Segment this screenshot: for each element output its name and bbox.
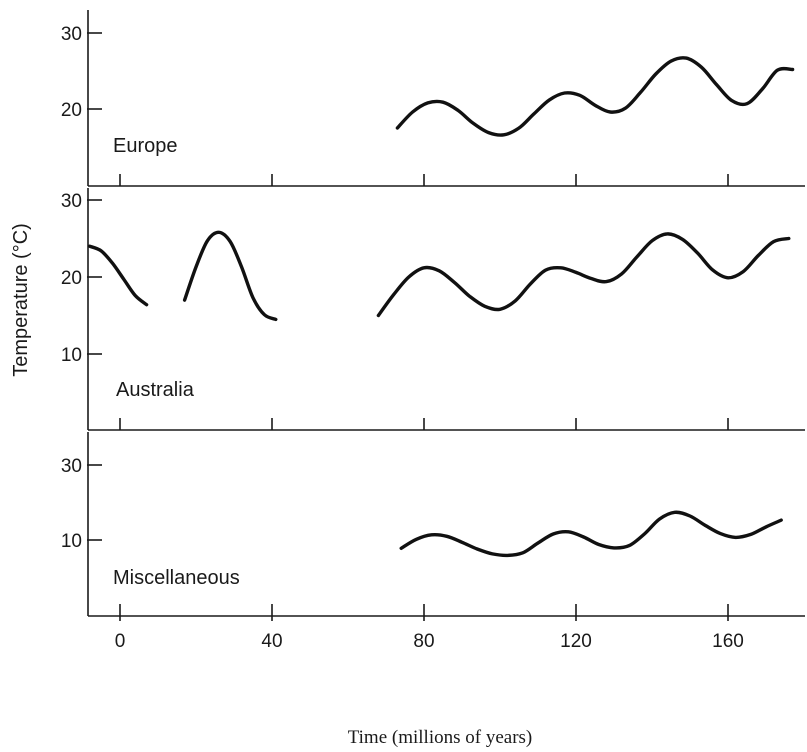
tick-labels: 20 30 Europe 10 20 30 Australia 10 30 Miscellaneo…	[61, 24, 744, 652]
europe-series-0	[395, 56, 795, 137]
miscellaneous-y-tick-label-10: 10	[61, 531, 82, 552]
x-tick-label-80: 80	[413, 631, 434, 652]
x-tick-label-0: 0	[115, 631, 126, 652]
australia-y-tick-label-10: 10	[61, 345, 82, 366]
australia-y-tick-label-30: 30	[61, 191, 82, 212]
australia-y-tick-label-20: 20	[61, 268, 82, 289]
x-axis-label: Time (millions of years)	[348, 727, 533, 748]
europe-y-tick-label-20: 20	[61, 100, 82, 121]
europe-panel-label: Europe	[113, 135, 178, 157]
x-tick-label-160: 160	[712, 631, 744, 652]
miscellaneous-y-tick-label-30: 30	[61, 456, 82, 477]
miscellaneous-series-0	[399, 510, 783, 558]
australia-series-2	[376, 232, 791, 318]
australia-series-1	[182, 230, 278, 322]
australia-panel-label: Australia	[116, 379, 195, 401]
temperature-curves	[87, 56, 795, 558]
europe-y-tick-label-30: 30	[61, 24, 82, 45]
axes	[87, 10, 805, 621]
x-tick-label-120: 120	[560, 631, 592, 652]
australia-series-0	[87, 244, 149, 307]
y-axis-label: Temperature (°C)	[10, 223, 32, 377]
x-tick-label-40: 40	[261, 631, 282, 652]
miscellaneous-panel-label: Miscellaneous	[113, 567, 240, 589]
